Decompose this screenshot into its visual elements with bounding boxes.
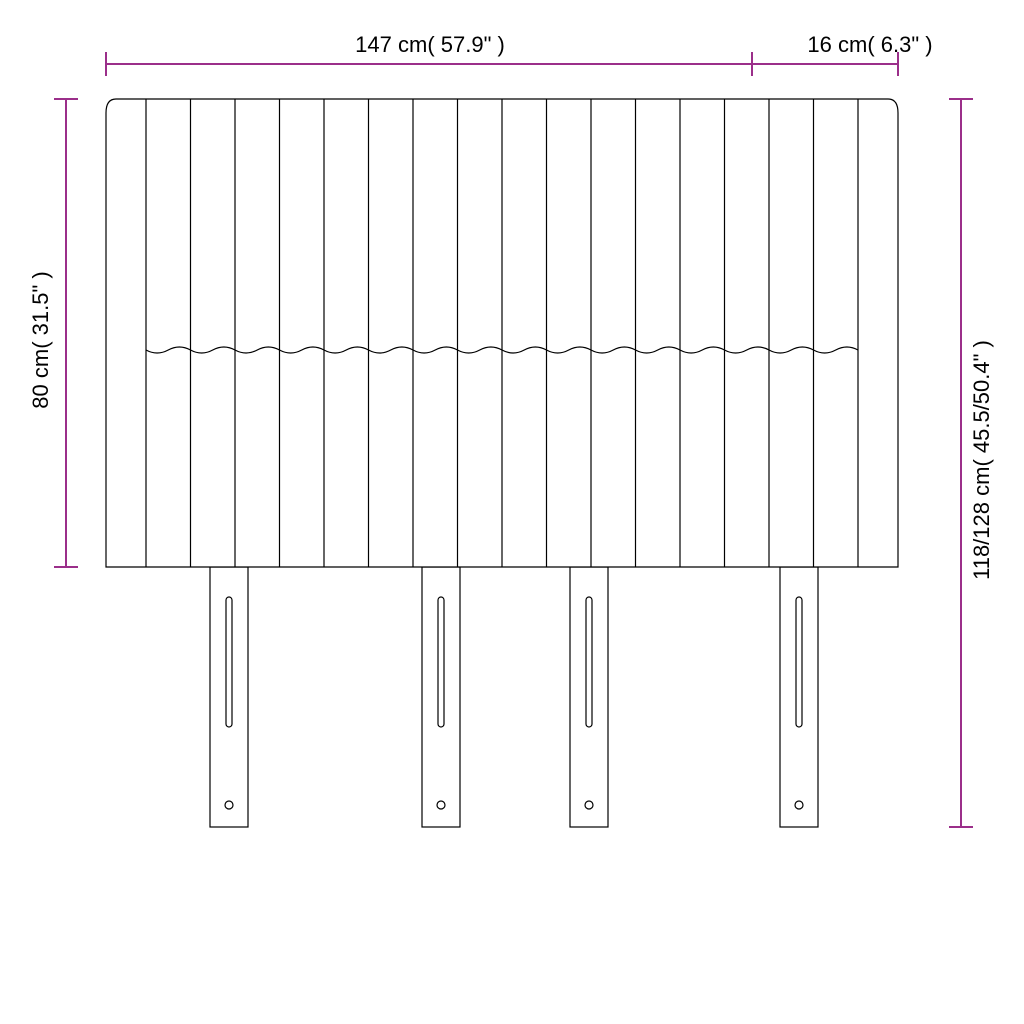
headboard-leg: [570, 567, 608, 827]
dim-label: 16 cm( 6.3" ): [807, 32, 932, 57]
headboard-leg: [210, 567, 248, 827]
headboard-leg: [780, 567, 818, 827]
dim-label: 118/128 cm( 45.5/50.4" ): [969, 340, 994, 580]
dim-label: 80 cm( 31.5" ): [28, 271, 53, 408]
dim-label: 147 cm( 57.9" ): [355, 32, 505, 57]
headboard-leg: [422, 567, 460, 827]
